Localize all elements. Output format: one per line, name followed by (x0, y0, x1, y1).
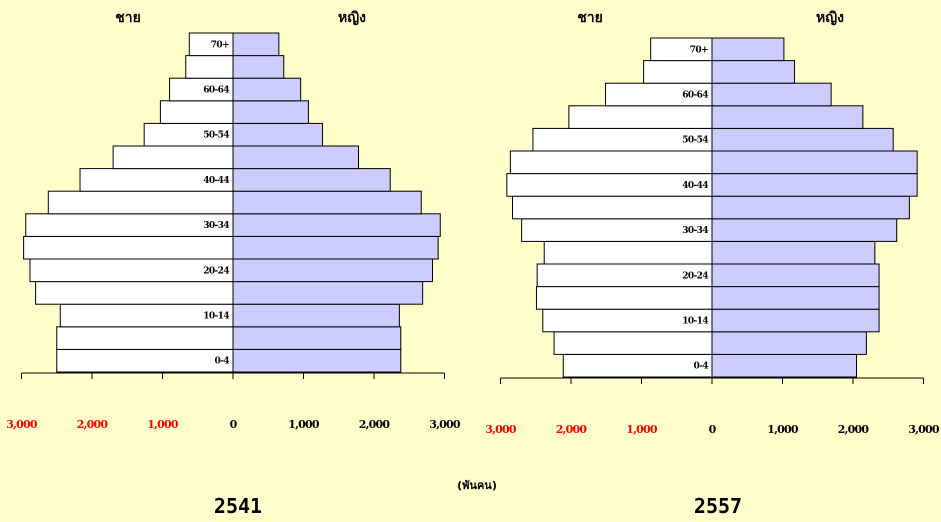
female-bar (711, 353, 858, 378)
female-bar (711, 37, 785, 62)
male-bar (56, 348, 234, 373)
x-tick-label: 2,000 (77, 418, 109, 431)
x-tick-label: 0 (709, 423, 717, 436)
female-bar (711, 127, 894, 152)
male-bar (47, 190, 234, 215)
male-bar (25, 213, 234, 237)
age-label: 10-14 (682, 317, 708, 327)
male-bar (543, 240, 713, 265)
age-label: 20-24 (682, 271, 708, 281)
female-bar (232, 190, 422, 215)
male-label: ชาย (577, 10, 603, 26)
female-bar (232, 32, 280, 57)
age-label: 10-14 (203, 312, 229, 322)
female-bar (711, 308, 880, 333)
female-bar (232, 122, 324, 147)
female-bar (711, 286, 880, 310)
female-bar (232, 77, 302, 102)
year-title: 2557 (694, 494, 742, 518)
age-label: 0-4 (694, 362, 709, 372)
x-tick-label: 0 (230, 418, 238, 431)
year-title: 2541 (214, 494, 262, 518)
age-label: 20-24 (203, 266, 229, 276)
female-bar (232, 303, 400, 328)
female-bar (711, 240, 876, 265)
male-bar (643, 60, 713, 84)
male-bar (185, 55, 234, 79)
female-bar (232, 281, 424, 305)
x-tick-label: 3,000 (429, 418, 461, 431)
x-tick-label: 2,000 (838, 423, 870, 436)
x-tick-label: 1,000 (626, 423, 658, 436)
male-bar (159, 100, 234, 124)
male-bar (509, 150, 713, 175)
female-bar (232, 326, 402, 350)
age-label: 40-44 (682, 181, 708, 191)
male-bar (56, 326, 234, 350)
female-bar (232, 213, 441, 237)
unit-label: (พันคน) (457, 479, 497, 492)
female-bar (232, 348, 402, 373)
age-label: 30-34 (682, 226, 708, 236)
age-label: 70+ (690, 45, 708, 55)
age-label: 0-4 (215, 357, 230, 367)
female-bar (711, 173, 918, 197)
male-label: ชาย (115, 10, 141, 26)
male-bar (562, 353, 713, 378)
age-label: 50-54 (203, 131, 229, 141)
male-bar (35, 281, 234, 305)
age-label: 30-34 (203, 221, 229, 231)
x-tick-label: 2,000 (556, 423, 588, 436)
female-bar (232, 168, 391, 192)
male-bar (535, 286, 713, 310)
female-bar (711, 331, 867, 355)
female-label: หญิง (338, 10, 366, 26)
x-tick-label: 1,000 (288, 418, 320, 431)
female-bar (711, 82, 832, 107)
male-bar (553, 331, 713, 355)
female-bar (711, 195, 910, 220)
male-bar (112, 145, 234, 170)
male-bar (511, 195, 713, 220)
age-label: 40-44 (203, 176, 229, 186)
female-bar (232, 258, 434, 283)
age-label: 70+ (211, 40, 229, 50)
female-bar (232, 100, 309, 124)
age-label: 60-64 (203, 86, 229, 96)
female-bar (711, 105, 864, 129)
male-bar (23, 235, 234, 260)
female-bar (711, 218, 898, 242)
x-tick-label: 3,000 (6, 418, 38, 431)
female-bar (711, 263, 880, 288)
female-bar (232, 55, 285, 79)
pyramid-2557: ชาย หญิง 0-4 10-14 20-24 30-34 40-44 50-54 60-64… (485, 10, 940, 518)
x-tick-label: 1,000 (147, 418, 179, 431)
x-tick-label: 3,000 (485, 423, 517, 436)
male-bar (568, 105, 713, 129)
female-bar (232, 145, 359, 170)
female-bar (232, 235, 439, 260)
age-label: 50-54 (682, 136, 708, 146)
x-tick-label: 3,000 (908, 423, 940, 436)
pyramid-2541: ชาย หญิง 0-4 10-14 20-24 30-34 40-44 50-54 60-64… (6, 10, 461, 518)
age-label: 60-64 (682, 91, 708, 101)
female-label: หญิง (816, 10, 844, 26)
x-tick-label: 1,000 (767, 423, 799, 436)
female-bar (711, 60, 795, 84)
female-bar (711, 150, 918, 175)
x-tick-label: 2,000 (359, 418, 391, 431)
